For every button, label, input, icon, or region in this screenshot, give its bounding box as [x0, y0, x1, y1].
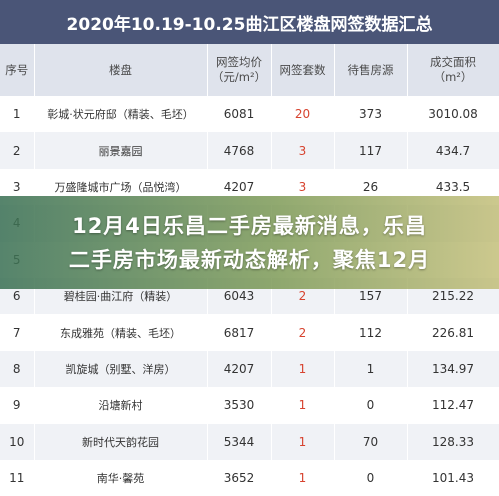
cell-area: 134.97 — [407, 350, 499, 388]
cell-units: 2 — [271, 314, 335, 351]
cell-area: 226.81 — [407, 314, 499, 351]
cell-price: 4768 — [207, 132, 272, 169]
cell-project: 沿塘新村 — [34, 387, 208, 424]
cell-units: 1 — [271, 350, 335, 388]
cell-for-sale: 70 — [334, 423, 408, 460]
cell-price: 3652 — [207, 459, 272, 496]
cell-area: 434.7 — [407, 132, 499, 169]
cell-project: 东成雅苑（精装、毛坯） — [34, 314, 208, 351]
header-area: 成交面积 （m²） — [407, 44, 499, 96]
headline-banner: 12月4日乐昌二手房最新消息，乐昌 二手房市场最新动态解析，聚焦12月 — [0, 196, 499, 289]
cell-index: 1 — [0, 96, 35, 133]
cell-project: 彰城·状元府邸（精装、毛坯） — [34, 96, 208, 133]
cell-project: 凯旋城（别墅、洋房） — [34, 350, 208, 388]
table-row: 2 丽景嘉园 4768 3 117 434.7 — [0, 132, 499, 169]
table-row: 8 凯旋城（别墅、洋房） 4207 1 1 134.97 — [0, 350, 499, 388]
table-row: 7 东成雅苑（精装、毛坯） 6817 2 112 226.81 — [0, 314, 499, 351]
cell-for-sale: 373 — [334, 96, 408, 133]
cell-project: 丽景嘉园 — [34, 132, 208, 169]
cell-units: 1 — [271, 459, 335, 496]
cell-for-sale: 0 — [334, 459, 408, 496]
cell-index: 11 — [0, 459, 35, 496]
header-area-line1: 成交面积 — [430, 55, 476, 69]
table-title: 2020年10.19-10.25曲江区楼盘网签数据汇总 — [0, 0, 499, 44]
header-avg-price-line1: 网签均价 — [216, 55, 262, 69]
cell-index: 8 — [0, 350, 35, 388]
cell-price: 4207 — [207, 350, 272, 388]
cell-for-sale: 117 — [334, 132, 408, 169]
table-row: 11 南华·馨苑 3652 1 0 101.43 — [0, 459, 499, 496]
cell-for-sale: 112 — [334, 314, 408, 351]
cell-index: 2 — [0, 132, 35, 169]
headline-line-2: 二手房市场最新动态解析，聚焦12月 — [68, 247, 431, 272]
cell-units: 1 — [271, 423, 335, 460]
header-avg-price: 网签均价 （元/m²） — [207, 44, 272, 96]
headline-line-1: 12月4日乐昌二手房最新消息，乐昌 — [72, 213, 427, 238]
cell-units: 20 — [271, 96, 335, 133]
header-area-line2: （m²） — [433, 70, 473, 84]
cell-price: 6043 — [207, 277, 272, 315]
cell-project: 南华·馨苑 — [34, 459, 208, 496]
cell-price: 6081 — [207, 96, 272, 133]
cell-area: 101.43 — [407, 459, 499, 496]
cell-for-sale: 1 — [334, 350, 408, 388]
cell-area: 128.33 — [407, 423, 499, 460]
header-project: 楼盘 — [34, 44, 208, 96]
cell-units: 1 — [271, 387, 335, 424]
header-for-sale: 待售房源 — [334, 44, 408, 96]
cell-index: 9 — [0, 387, 35, 424]
table-row: 10 新时代天韵花园 5344 1 70 128.33 — [0, 423, 499, 460]
table-header-row: 序号 楼盘 网签均价 （元/m²） 网签套数 待售房源 成交面积 （m²） — [0, 44, 499, 96]
cell-price: 6817 — [207, 314, 272, 351]
cell-area: 112.47 — [407, 387, 499, 424]
cell-units: 3 — [271, 132, 335, 169]
cell-price: 5344 — [207, 423, 272, 460]
header-signed-units: 网签套数 — [271, 44, 335, 96]
cell-project: 新时代天韵花园 — [34, 423, 208, 460]
header-avg-price-line2: （元/m²） — [211, 70, 267, 84]
table-row: 9 沿塘新村 3530 1 0 112.47 — [0, 387, 499, 424]
table-row: 1 彰城·状元府邸（精装、毛坯） 6081 20 373 3010.08 — [0, 96, 499, 133]
cell-area: 3010.08 — [407, 96, 499, 133]
header-index: 序号 — [0, 44, 35, 96]
cell-index: 7 — [0, 314, 35, 351]
cell-price: 3530 — [207, 387, 272, 424]
cell-index: 10 — [0, 423, 35, 460]
cell-for-sale: 0 — [334, 387, 408, 424]
